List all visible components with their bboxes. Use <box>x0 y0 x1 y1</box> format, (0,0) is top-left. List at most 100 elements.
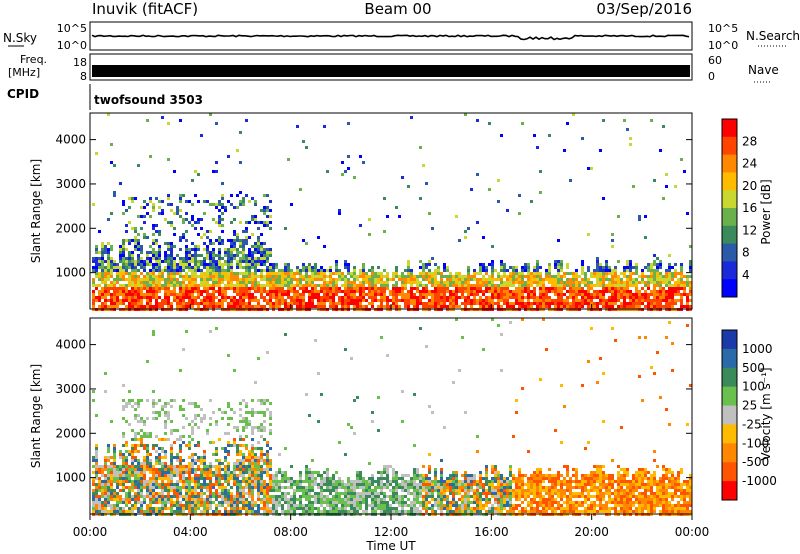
heatmap-cell <box>599 296 602 299</box>
heatmap-cell <box>239 453 242 456</box>
heatmap-cell <box>218 257 221 260</box>
heatmap-cell <box>182 486 185 489</box>
heatmap-cell <box>149 498 152 501</box>
heatmap-cell <box>122 272 125 275</box>
heatmap-cell <box>611 239 614 242</box>
heatmap-cell <box>509 281 512 284</box>
heatmap-cell <box>158 453 161 456</box>
heatmap-cell <box>293 284 296 287</box>
heatmap-cell <box>395 287 398 290</box>
heatmap-cell <box>362 486 365 489</box>
heatmap-cell <box>140 429 143 432</box>
heatmap-cell <box>137 281 140 284</box>
heatmap-cell <box>278 483 281 486</box>
heatmap-cell <box>170 444 173 447</box>
heatmap-cell <box>518 284 521 287</box>
heatmap-cell <box>269 299 272 302</box>
heatmap-cell <box>260 245 263 248</box>
heatmap-cell <box>278 287 281 290</box>
heatmap-cell <box>443 290 446 293</box>
heatmap-cell <box>659 263 662 266</box>
heatmap-cell <box>92 278 95 281</box>
heatmap-cell <box>182 290 185 293</box>
heatmap-cell <box>158 275 161 278</box>
heatmap-cell <box>230 266 233 269</box>
heatmap-cell <box>194 498 197 501</box>
heatmap-cell <box>278 489 281 492</box>
heatmap-cell <box>215 495 218 498</box>
heatmap-cell <box>254 260 257 263</box>
heatmap-cell <box>554 287 557 290</box>
heatmap-cell <box>143 200 146 203</box>
heatmap-cell <box>104 459 107 462</box>
heatmap-cell <box>284 498 287 501</box>
heatmap-cell <box>194 480 197 483</box>
heatmap-cell <box>377 290 380 293</box>
heatmap-cell <box>101 275 104 278</box>
heatmap-cell <box>458 278 461 281</box>
heatmap-cell <box>356 477 359 480</box>
heatmap-cell <box>452 284 455 287</box>
heatmap-cell <box>656 269 659 272</box>
heatmap-cell <box>476 173 479 176</box>
heatmap-cell <box>206 299 209 302</box>
heatmap-cell <box>593 305 596 308</box>
heatmap-cell <box>245 480 248 483</box>
heatmap-cell <box>671 287 674 290</box>
heatmap-cell <box>500 134 503 137</box>
heatmap-cell <box>359 483 362 486</box>
heatmap-cell <box>179 236 182 239</box>
heatmap-cell <box>131 257 134 260</box>
heatmap-cell <box>158 290 161 293</box>
heatmap-cell <box>332 278 335 281</box>
heatmap-cell <box>95 501 98 504</box>
heatmap-cell <box>209 293 212 296</box>
heatmap-cell <box>587 281 590 284</box>
heatmap-cell <box>230 486 233 489</box>
heatmap-cell <box>179 408 182 411</box>
heatmap-cell <box>137 305 140 308</box>
heatmap-cell <box>182 269 185 272</box>
heatmap-cell <box>410 269 413 272</box>
heatmap-cell <box>341 272 344 275</box>
heatmap-cell <box>473 272 476 275</box>
heatmap-cell <box>173 471 176 474</box>
heatmap-cell <box>560 296 563 299</box>
heatmap-cell <box>176 465 179 468</box>
heatmap-cell <box>170 447 173 450</box>
heatmap-cell <box>677 293 680 296</box>
heatmap-cell <box>224 489 227 492</box>
heatmap-cell <box>146 435 149 438</box>
heatmap-cell <box>203 501 206 504</box>
heatmap-cell <box>599 281 602 284</box>
heatmap-cell <box>395 293 398 296</box>
heatmap-cell <box>320 480 323 483</box>
heatmap-cell <box>293 498 296 501</box>
heatmap-cell <box>668 254 671 257</box>
heatmap-cell <box>278 299 281 302</box>
heatmap-cell <box>581 272 584 275</box>
heatmap-cell <box>251 233 254 236</box>
heatmap-cell <box>338 299 341 302</box>
heatmap-cell <box>635 296 638 299</box>
heatmap-cell <box>215 263 218 266</box>
heatmap-cell <box>203 302 206 305</box>
heatmap-cell <box>176 471 179 474</box>
heatmap-cell <box>200 462 203 465</box>
heatmap-cell <box>527 272 530 275</box>
heatmap-cell <box>320 266 323 269</box>
heatmap-cell <box>152 203 155 206</box>
heatmap-cell <box>350 498 353 501</box>
heatmap-cell <box>689 245 692 248</box>
colorbar-swatch <box>722 225 737 245</box>
heatmap-cell <box>254 480 257 483</box>
heatmap-cell <box>305 474 308 477</box>
heatmap-cell <box>194 468 197 471</box>
colorbar-tick-label: 28 <box>742 134 757 148</box>
heatmap-cell <box>530 278 533 281</box>
heatmap-cell <box>128 492 131 495</box>
heatmap-cell <box>140 480 143 483</box>
heatmap-cell <box>503 302 506 305</box>
heatmap-cell <box>230 471 233 474</box>
